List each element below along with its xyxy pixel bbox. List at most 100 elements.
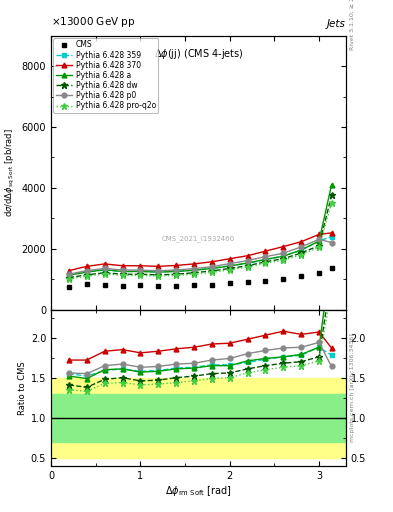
CMS bbox=[156, 283, 161, 289]
Pythia 6.428 p0 bbox=[84, 268, 89, 274]
Text: CMS_2021_I1932460: CMS_2021_I1932460 bbox=[162, 235, 235, 242]
Pythia 6.428 a bbox=[209, 265, 214, 271]
Pythia 6.428 a bbox=[317, 238, 321, 244]
Pythia 6.428 p0 bbox=[156, 268, 161, 274]
Pythia 6.428 dw bbox=[281, 255, 286, 262]
Text: $\times$13000 GeV pp: $\times$13000 GeV pp bbox=[51, 15, 136, 29]
Pythia 6.428 pro-q2o bbox=[281, 257, 286, 263]
Pythia 6.428 dw bbox=[228, 265, 232, 271]
Pythia 6.428 dw bbox=[329, 193, 334, 199]
Pythia 6.428 a bbox=[138, 268, 143, 274]
Pythia 6.428 pro-q2o bbox=[228, 267, 232, 273]
CMS bbox=[174, 283, 178, 289]
Pythia 6.428 pro-q2o bbox=[245, 264, 250, 270]
Pythia 6.428 p0 bbox=[263, 253, 268, 260]
Pythia 6.428 p0 bbox=[329, 240, 334, 246]
CMS bbox=[263, 278, 268, 284]
Pythia 6.428 359 bbox=[102, 267, 107, 273]
Pythia 6.428 370 bbox=[174, 262, 178, 268]
Pythia 6.428 p0 bbox=[209, 264, 214, 270]
Pythia 6.428 pro-q2o bbox=[156, 273, 161, 279]
Pythia 6.428 a bbox=[120, 268, 125, 274]
CMS bbox=[329, 265, 334, 271]
Pythia 6.428 359 bbox=[66, 271, 71, 278]
Pythia 6.428 359 bbox=[263, 257, 268, 263]
Line: CMS: CMS bbox=[66, 266, 334, 289]
Pythia 6.428 p0 bbox=[317, 236, 321, 242]
Pythia 6.428 pro-q2o bbox=[299, 252, 303, 258]
CMS bbox=[299, 273, 303, 279]
Pythia 6.428 359 bbox=[245, 260, 250, 266]
Pythia 6.428 pro-q2o bbox=[263, 260, 268, 266]
Pythia 6.428 pro-q2o bbox=[138, 272, 143, 279]
Pythia 6.428 359 bbox=[317, 238, 321, 244]
Line: Pythia 6.428 370: Pythia 6.428 370 bbox=[66, 230, 334, 273]
Pythia 6.428 dw bbox=[174, 271, 178, 278]
Pythia 6.428 dw bbox=[156, 272, 161, 278]
Pythia 6.428 p0 bbox=[120, 267, 125, 273]
Pythia 6.428 pro-q2o bbox=[102, 271, 107, 277]
Y-axis label: Ratio to CMS: Ratio to CMS bbox=[18, 361, 27, 415]
Bar bbox=[51, 378, 346, 458]
Pythia 6.428 359 bbox=[138, 268, 143, 274]
CMS bbox=[209, 282, 214, 288]
Line: Pythia 6.428 pro-q2o: Pythia 6.428 pro-q2o bbox=[66, 200, 335, 282]
Pythia 6.428 370 bbox=[263, 248, 268, 254]
Text: mcplots.cern.ch [arXiv:1306.3436]: mcplots.cern.ch [arXiv:1306.3436] bbox=[350, 333, 355, 442]
Pythia 6.428 a bbox=[192, 267, 196, 273]
Pythia 6.428 370 bbox=[317, 231, 321, 238]
Line: Pythia 6.428 p0: Pythia 6.428 p0 bbox=[66, 237, 334, 276]
Pythia 6.428 dw bbox=[245, 263, 250, 269]
Text: Rivet 3.1.10; ≥ 2.7M events: Rivet 3.1.10; ≥ 2.7M events bbox=[350, 0, 355, 50]
Bar bbox=[51, 394, 346, 442]
Pythia 6.428 dw bbox=[84, 272, 89, 278]
Pythia 6.428 dw bbox=[263, 259, 268, 265]
Pythia 6.428 pro-q2o bbox=[317, 244, 321, 250]
CMS bbox=[66, 284, 71, 290]
Pythia 6.428 370 bbox=[156, 263, 161, 269]
Pythia 6.428 dw bbox=[299, 250, 303, 256]
CMS bbox=[317, 270, 321, 276]
Pythia 6.428 370 bbox=[329, 230, 334, 236]
Pythia 6.428 a bbox=[245, 260, 250, 266]
CMS bbox=[245, 279, 250, 285]
Pythia 6.428 p0 bbox=[66, 271, 71, 278]
Pythia 6.428 dw bbox=[66, 274, 71, 281]
Pythia 6.428 359 bbox=[329, 233, 334, 240]
CMS bbox=[120, 283, 125, 289]
CMS bbox=[281, 276, 286, 282]
Pythia 6.428 370 bbox=[192, 261, 196, 267]
Line: Pythia 6.428 359: Pythia 6.428 359 bbox=[66, 234, 334, 277]
Pythia 6.428 a bbox=[329, 182, 334, 188]
Pythia 6.428 pro-q2o bbox=[192, 271, 196, 278]
Pythia 6.428 a bbox=[281, 253, 286, 260]
Pythia 6.428 pro-q2o bbox=[209, 269, 214, 275]
Pythia 6.428 370 bbox=[102, 261, 107, 267]
Pythia 6.428 359 bbox=[281, 253, 286, 259]
Pythia 6.428 pro-q2o bbox=[84, 273, 89, 279]
Pythia 6.428 370 bbox=[66, 268, 71, 274]
Pythia 6.428 pro-q2o bbox=[120, 272, 125, 279]
Pythia 6.428 370 bbox=[138, 263, 143, 269]
CMS bbox=[102, 282, 107, 288]
Pythia 6.428 p0 bbox=[228, 261, 232, 267]
Pythia 6.428 dw bbox=[138, 271, 143, 278]
Pythia 6.428 359 bbox=[174, 268, 178, 274]
Pythia 6.428 359 bbox=[228, 263, 232, 269]
Pythia 6.428 359 bbox=[120, 268, 125, 274]
Legend: CMS, Pythia 6.428 359, Pythia 6.428 370, Pythia 6.428 a, Pythia 6.428 dw, Pythia: CMS, Pythia 6.428 359, Pythia 6.428 370,… bbox=[53, 38, 158, 113]
Pythia 6.428 dw bbox=[209, 268, 214, 274]
Pythia 6.428 370 bbox=[120, 263, 125, 269]
Pythia 6.428 370 bbox=[281, 244, 286, 250]
Pythia 6.428 a bbox=[174, 268, 178, 274]
Pythia 6.428 359 bbox=[84, 268, 89, 274]
Pythia 6.428 pro-q2o bbox=[329, 200, 334, 206]
Pythia 6.428 dw bbox=[102, 270, 107, 276]
Pythia 6.428 a bbox=[228, 263, 232, 269]
Line: Pythia 6.428 a: Pythia 6.428 a bbox=[66, 182, 334, 278]
Pythia 6.428 370 bbox=[84, 263, 89, 269]
Pythia 6.428 370 bbox=[228, 255, 232, 262]
CMS bbox=[84, 281, 89, 287]
CMS bbox=[228, 280, 232, 286]
Pythia 6.428 p0 bbox=[299, 244, 303, 250]
